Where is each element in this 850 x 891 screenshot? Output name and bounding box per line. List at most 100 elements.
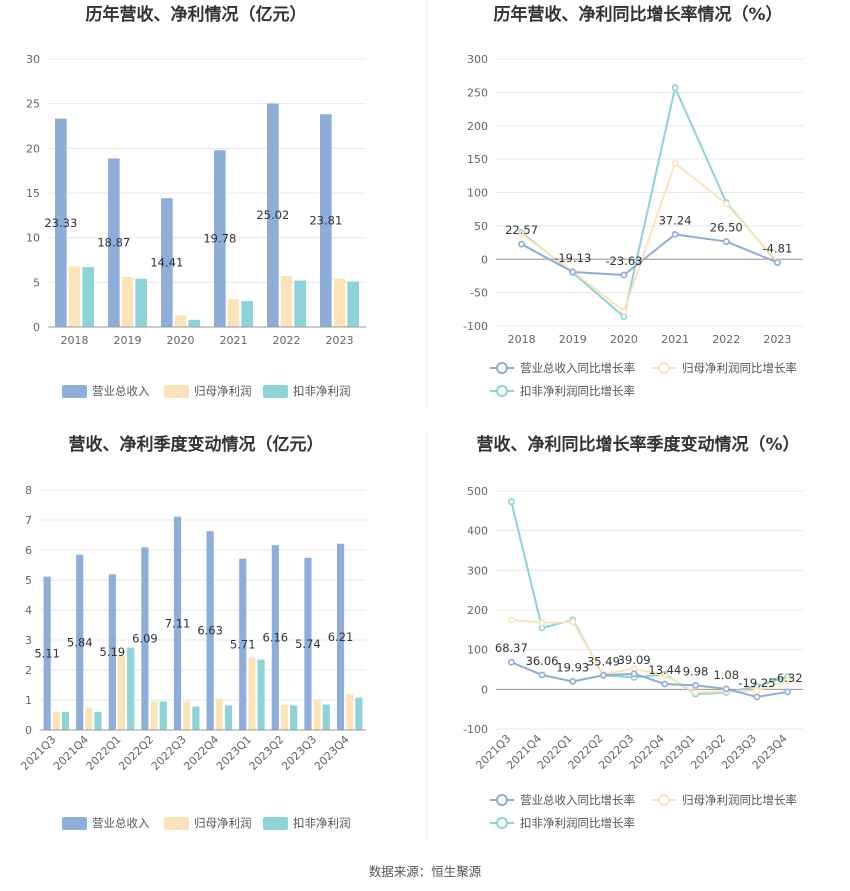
data-label: -6.32 xyxy=(773,671,803,685)
bar xyxy=(94,712,102,730)
point xyxy=(753,693,761,701)
data-label: 5.84 xyxy=(67,635,93,649)
y-tick-label: 50 xyxy=(474,220,488,233)
data-label: 9.98 xyxy=(683,664,709,678)
point xyxy=(722,200,730,208)
bar xyxy=(322,704,330,730)
legend-label: 归母净利润同比增长率 xyxy=(682,361,797,375)
y-tick-label: 30 xyxy=(26,53,40,66)
data-label: 5.71 xyxy=(230,637,256,651)
point xyxy=(671,159,679,167)
bar xyxy=(68,266,81,327)
x-tick-label: 2022Q4 xyxy=(181,733,221,773)
annual-revenue-profit-chart: 历年营收、净利情况（亿元） 0 5 10 15 20 25 30 23.33 18.87 14.41… xyxy=(26,4,366,398)
bar xyxy=(271,545,279,730)
y-tick-label: 8 xyxy=(25,484,32,497)
y-tick-label: 400 xyxy=(467,525,488,538)
bar xyxy=(141,547,149,730)
y-tick-label: 15 xyxy=(26,187,40,200)
bar xyxy=(183,701,191,730)
y-tick-label: 5 xyxy=(25,574,32,587)
x-tick-label: 2020 xyxy=(167,334,195,347)
bar xyxy=(215,698,223,730)
y-tick-label: 6 xyxy=(25,544,32,557)
bar xyxy=(108,574,116,730)
data-label: 37.24 xyxy=(659,213,692,227)
y-tick-label: 100 xyxy=(467,187,488,200)
legend-swatch xyxy=(62,385,87,398)
data-label: 5.19 xyxy=(100,645,126,659)
bar xyxy=(150,701,158,730)
x-tick-label: 2019 xyxy=(114,334,142,347)
y-tick-label: 4 xyxy=(25,604,32,617)
bar xyxy=(55,118,67,328)
series-line xyxy=(520,84,779,319)
data-label: -19.13 xyxy=(554,251,591,265)
y-tick-label: 200 xyxy=(467,120,488,133)
point xyxy=(538,671,546,679)
legend-swatch xyxy=(263,385,288,398)
bar xyxy=(280,276,293,327)
point xyxy=(620,313,628,321)
x-tick-label: 2023 xyxy=(763,333,791,346)
bar xyxy=(82,267,94,327)
bar xyxy=(214,150,226,327)
data-label: 13.44 xyxy=(648,663,681,677)
data-source-note: 数据来源：恒生聚源 xyxy=(368,864,482,879)
point xyxy=(630,670,638,678)
legend-marker xyxy=(496,385,508,397)
y-tick-label: 5 xyxy=(33,276,40,289)
bar xyxy=(61,712,70,730)
bar xyxy=(313,700,321,730)
point xyxy=(671,230,679,238)
y-tick-label: 0 xyxy=(25,724,32,737)
x-tick-label: 2022Q1 xyxy=(84,733,124,773)
legend-label: 扣非净利润同比增长率 xyxy=(520,816,635,830)
bar xyxy=(192,706,200,730)
legend-swatch xyxy=(164,817,189,830)
x-tick-label: 2021 xyxy=(661,333,689,346)
y-tick-label: -100 xyxy=(463,320,488,333)
bar xyxy=(346,694,354,730)
y-tick-label: 500 xyxy=(467,485,488,498)
data-label: 68.37 xyxy=(495,641,528,655)
legend-label: 营业总收入 xyxy=(92,816,150,830)
bar xyxy=(257,659,265,730)
legend-label: 扣非净利润 xyxy=(293,816,351,830)
point xyxy=(600,671,607,679)
bar xyxy=(108,158,120,327)
data-label: 39.09 xyxy=(618,653,651,667)
point xyxy=(507,498,515,506)
bar xyxy=(161,198,173,327)
data-label: 6.09 xyxy=(132,632,158,646)
data-label: 25.02 xyxy=(256,208,289,222)
annual-growth-rate-chart: 历年营收、净利同比增长率情况（%） -100 -50 0 50 100 150 200 250 3… xyxy=(463,4,803,398)
bar xyxy=(347,281,359,327)
bar xyxy=(280,704,289,730)
bar xyxy=(52,712,60,730)
x-tick-label: 2022Q3 xyxy=(149,733,189,773)
data-label: 19.78 xyxy=(203,232,236,246)
data-label: 36.06 xyxy=(526,654,559,668)
x-tick-label: 2023Q3 xyxy=(279,733,319,773)
data-label: 26.50 xyxy=(710,221,743,235)
series-line xyxy=(520,161,779,313)
y-tick-label: -50 xyxy=(470,287,488,300)
bar xyxy=(248,658,256,730)
x-tick-label: 2022Q2 xyxy=(116,733,156,773)
bar xyxy=(267,103,279,327)
point xyxy=(671,84,679,92)
point xyxy=(661,672,669,679)
y-tick-label: 2 xyxy=(25,664,32,677)
x-tick-label: 2019 xyxy=(559,333,587,346)
bar xyxy=(241,301,253,327)
data-label: 6.63 xyxy=(197,624,223,638)
y-tick-label: 10 xyxy=(26,232,40,245)
bar xyxy=(336,543,345,730)
y-tick-label: 7 xyxy=(25,514,32,527)
y-tick-label: 300 xyxy=(467,53,488,66)
x-tick-label: 2020 xyxy=(610,333,638,346)
bar xyxy=(290,705,298,730)
legend-label: 归母净利润同比增长率 xyxy=(682,793,797,807)
data-label: 7.11 xyxy=(165,616,191,630)
